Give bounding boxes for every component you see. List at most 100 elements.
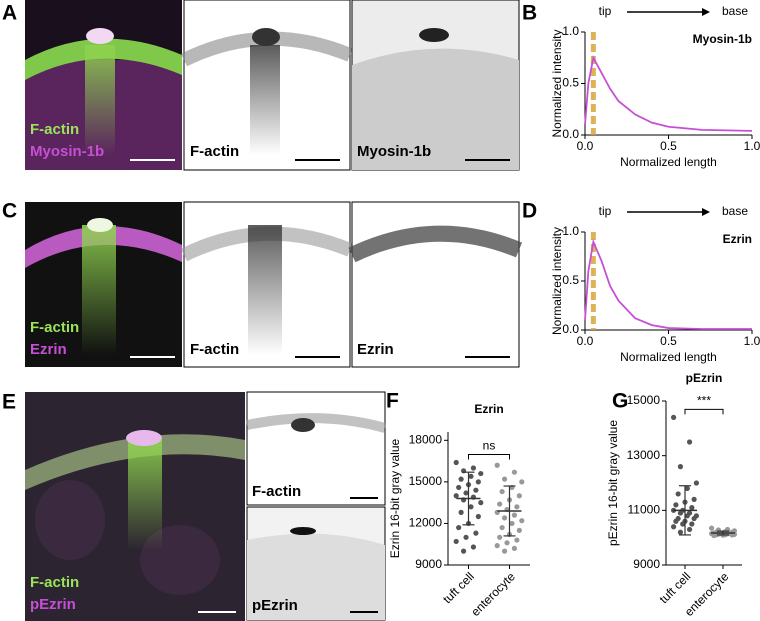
chart-title: pEzrin: [686, 371, 723, 385]
y-axis-label: Normalized intensity: [550, 227, 564, 335]
annotation: tip: [599, 4, 612, 18]
arrow-head: [702, 8, 710, 16]
data-point: [473, 530, 479, 536]
data-point: [453, 538, 459, 545]
data-point: [478, 470, 484, 477]
legend-label: Ezrin: [723, 232, 752, 246]
data-point: [494, 543, 500, 549]
significance-bracket: [684, 408, 724, 415]
x-tick-label: 0.0: [577, 139, 594, 153]
y-axis-label: Ezrin 16-bit gray value: [388, 438, 402, 558]
data-point: [691, 496, 697, 502]
channel-label: Ezrin: [30, 341, 67, 358]
data-point: [711, 532, 717, 539]
data-point: [499, 488, 505, 495]
data-point: [514, 537, 520, 543]
data-point: [470, 544, 477, 550]
data-point: [475, 479, 481, 485]
channel-label: F-actin: [252, 483, 301, 500]
panel-letter: D: [522, 200, 537, 223]
data-point: [453, 459, 459, 466]
data-point: [473, 487, 479, 493]
y-tick-label: 11000: [628, 503, 661, 517]
y-tick-label: 12000: [409, 516, 443, 530]
channel-label: F-actin: [190, 341, 239, 358]
channel-label: Myosin-1b: [30, 143, 104, 160]
legend-label: Myosin-1b: [693, 32, 752, 46]
data-point: [519, 479, 525, 485]
data-point: [671, 414, 677, 420]
micrograph-single: pEzrin: [246, 506, 386, 621]
channel-label: F-actin: [190, 143, 239, 160]
data-point: [460, 548, 467, 554]
y-tick-label: 0.5: [562, 76, 579, 90]
annotation: base: [722, 204, 748, 218]
data-point: [693, 480, 700, 486]
y-tick-label: 0.5: [562, 273, 579, 287]
channel-label: pEzrin: [30, 596, 76, 613]
annotation: base: [722, 4, 748, 18]
micrograph-single: Myosin-1b: [351, 0, 520, 171]
significance-label: ns: [483, 439, 496, 453]
y-axis-label: Normalized intensity: [550, 29, 564, 137]
x-tick-label: 1.0: [744, 139, 760, 153]
data-point: [673, 502, 679, 508]
y-tick-label: 1.0: [562, 224, 579, 238]
panel-letter: A: [2, 2, 17, 25]
micrograph-single: F-actin: [180, 201, 353, 368]
data-point: [511, 469, 518, 475]
data-point: [458, 476, 464, 482]
x-tick-label: 1.0: [744, 334, 760, 348]
data-point: [519, 518, 525, 524]
channel-label: pEzrin: [252, 597, 298, 614]
y-tick-label: 15000: [409, 474, 443, 488]
curve: [584, 55, 753, 132]
significance-label: ***: [697, 394, 711, 408]
curve: [584, 238, 752, 330]
x-tick-label: 0.5: [660, 334, 677, 348]
y-tick-label: 1.0: [562, 24, 579, 38]
chart-title: Ezrin: [474, 402, 503, 416]
data-point: [463, 490, 469, 496]
x-tick-label: 0.5: [660, 139, 677, 153]
data-point: [675, 491, 681, 497]
data-point: [501, 548, 508, 554]
x-axis-label: Normalized length: [620, 350, 717, 364]
data-point: [689, 521, 695, 527]
data-point: [468, 473, 474, 479]
arrow-head: [702, 208, 710, 216]
data-point: [673, 518, 679, 524]
channel-label: Myosin-1b: [357, 143, 431, 160]
data-point: [680, 521, 686, 527]
panel-letter: F: [386, 390, 399, 413]
x-tick-label: 0.0: [577, 334, 594, 348]
data-point: [475, 513, 481, 520]
channel-label: F-actin: [30, 574, 79, 591]
y-axis-label: pEzrin 16-bit gray value: [606, 420, 620, 546]
panel-letter: B: [522, 2, 537, 25]
significance-bracket: [468, 453, 510, 460]
channel-label: Ezrin: [357, 341, 394, 358]
data-point: [499, 524, 505, 531]
panel-letter: E: [2, 391, 16, 414]
micrograph-single: Ezrin: [348, 201, 523, 368]
data-point: [689, 505, 695, 511]
x-tick-label: tuft cell: [440, 569, 477, 606]
data-point: [501, 515, 508, 521]
data-point: [709, 525, 715, 531]
micrograph-single: F-actin: [180, 0, 353, 171]
y-tick-label: 0.0: [562, 127, 579, 141]
data-point: [514, 504, 520, 510]
data-point: [463, 534, 469, 540]
data-point: [456, 484, 462, 491]
data-point: [511, 545, 518, 551]
x-axis-label: Normalized length: [620, 155, 717, 169]
data-point: [686, 526, 693, 533]
data-point: [453, 493, 459, 499]
annotation: tip: [599, 204, 612, 218]
micrograph-merge: F-actin Myosin-1b: [25, 0, 182, 170]
data-point: [671, 524, 677, 530]
micrograph-merge: F-actin pEzrin: [25, 392, 245, 621]
micrograph-merge: F-actin Ezrin: [25, 202, 182, 367]
